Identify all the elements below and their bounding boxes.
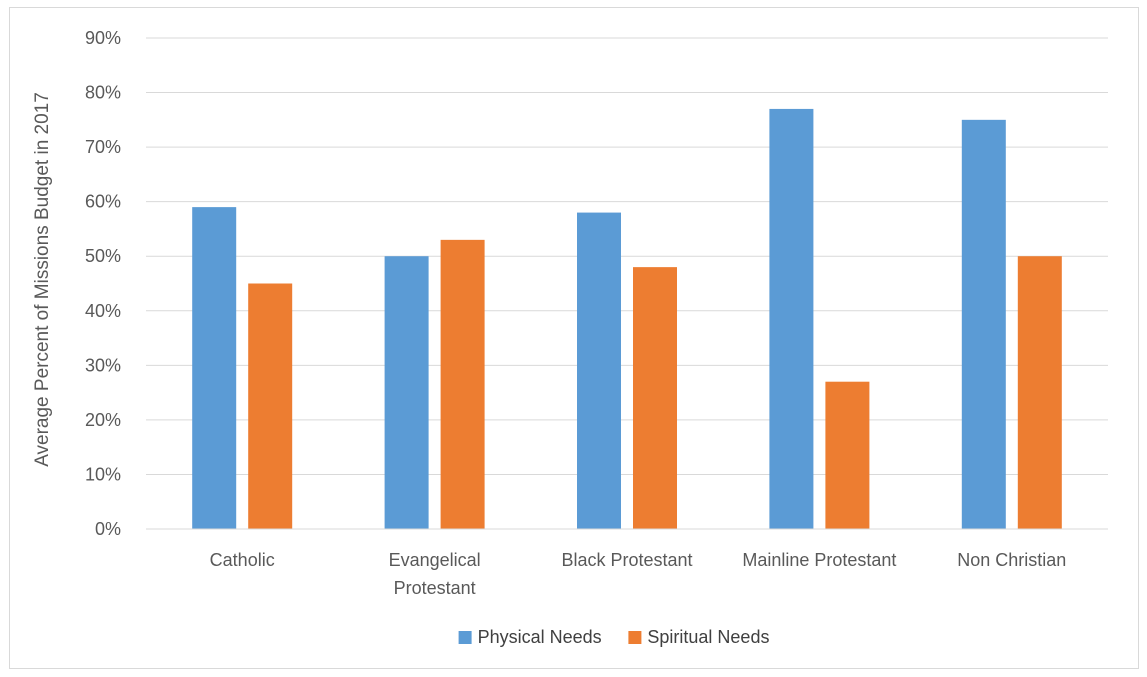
x-tick-label: Evangelical Protestant <box>389 550 481 598</box>
bar-physical-needs-2 <box>577 212 621 530</box>
y-tick-label: 10% <box>85 464 121 484</box>
y-tick-label: 20% <box>85 410 121 430</box>
y-tick-label: 50% <box>85 246 121 266</box>
bar-physical-needs-3 <box>769 108 814 529</box>
x-tick-label-line: Protestant <box>394 578 476 598</box>
y-tick-label: 40% <box>85 301 121 321</box>
legend-label: Physical Needs <box>478 627 602 647</box>
legend-item-spiritual-needs: Spiritual Needs <box>628 627 769 647</box>
x-tick-label-line: Catholic <box>210 550 275 570</box>
legend-label: Spiritual Needs <box>647 627 769 647</box>
y-tick-label: 30% <box>85 355 121 375</box>
bar-physical-needs-0 <box>192 207 237 529</box>
x-tick-label: Non Christian <box>957 550 1066 570</box>
y-tick-label: 90% <box>85 28 121 48</box>
bar-physical-needs-1 <box>384 256 429 529</box>
y-axis-title: Average Percent of Missions Budget in 20… <box>32 92 53 467</box>
legend: Physical Needs Spiritual Needs <box>458 627 769 647</box>
legend-swatch <box>458 631 472 644</box>
bar-spiritual-needs-3 <box>825 381 870 529</box>
y-tick-label: 60% <box>85 192 121 212</box>
x-tick-label: Black Protestant <box>561 550 692 570</box>
bar-spiritual-needs-2 <box>633 267 677 529</box>
x-axis-labels: Catholic Evangelical Protestant Black Prote… <box>210 550 1067 598</box>
gridlines <box>146 37 1108 475</box>
x-tick-label: Mainline Protestant <box>742 550 896 570</box>
x-tick-label-line: Non Christian <box>957 550 1066 570</box>
y-axis-ticks: 0% 10% 20% 30% 40% 50% 60% 70% 80% 90% <box>85 28 121 539</box>
y-tick-label: 70% <box>85 137 121 157</box>
legend-item-physical-needs: Physical Needs <box>458 627 602 647</box>
bar-spiritual-needs-1 <box>440 239 485 529</box>
bar-physical-needs-4 <box>961 119 1006 529</box>
bars <box>192 108 1062 530</box>
legend-swatch <box>628 631 642 644</box>
y-tick-label: 0% <box>95 519 121 539</box>
x-tick-label-line: Mainline Protestant <box>742 550 896 570</box>
y-tick-label: 80% <box>85 83 121 103</box>
x-tick-label-line: Evangelical <box>389 550 481 570</box>
bar-spiritual-needs-0 <box>248 283 293 529</box>
x-tick-label: Catholic <box>210 550 275 570</box>
x-tick-label-line: Black Protestant <box>561 550 692 570</box>
bar-spiritual-needs-4 <box>1017 256 1062 529</box>
